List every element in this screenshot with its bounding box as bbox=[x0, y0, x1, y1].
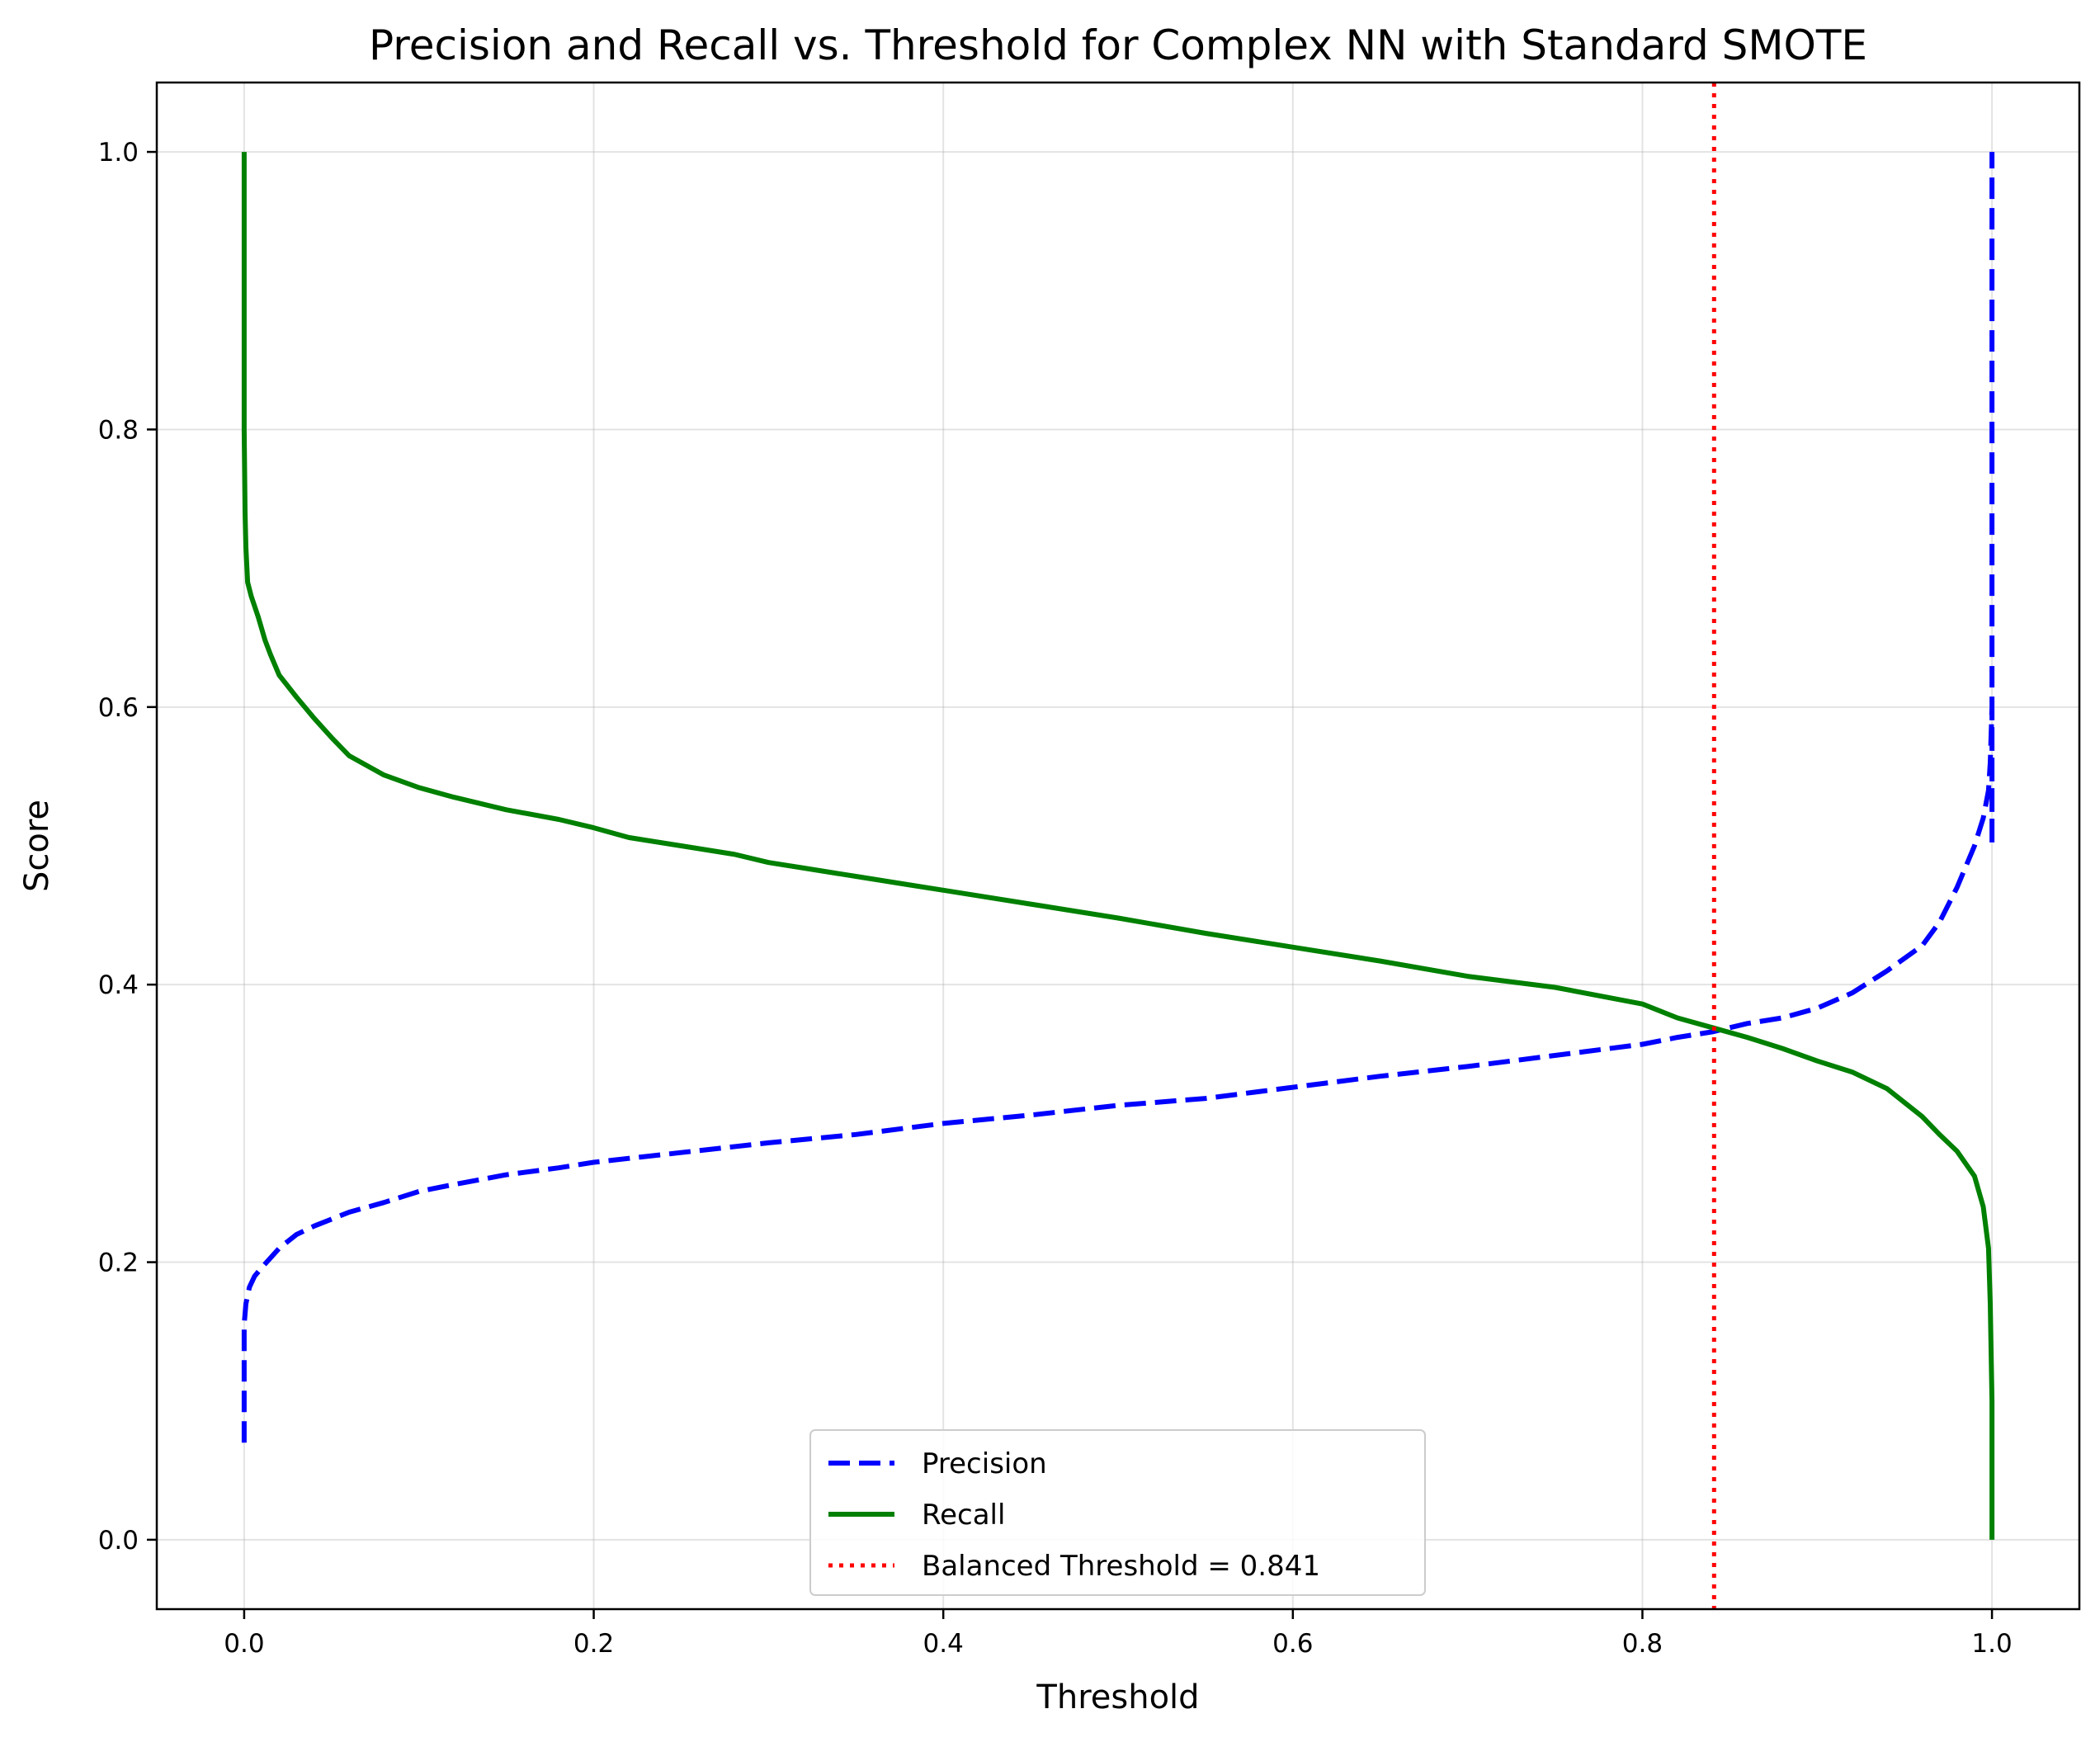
legend: Precision Recall Balanced Threshold = 0.… bbox=[809, 1429, 1426, 1596]
x-tick-label: 1.0 bbox=[1971, 1629, 2012, 1659]
tick-layer: 0.0 0.2 0.4 0.6 0.8 1.0 0.0 0.2 0.4 0.6 0.8 1.0 bbox=[98, 138, 2013, 1659]
y-tick-label: 0.4 bbox=[98, 970, 139, 1000]
legend-label-recall: Recall bbox=[922, 1499, 1005, 1532]
legend-label-precision: Precision bbox=[922, 1447, 1047, 1480]
y-tick-label: 0.2 bbox=[98, 1249, 139, 1278]
x-tick-label: 0.6 bbox=[1272, 1629, 1313, 1659]
x-tick-label: 0.2 bbox=[573, 1629, 614, 1659]
x-axis-label: Threshold bbox=[1036, 1678, 1199, 1716]
x-tick-label: 0.8 bbox=[1622, 1629, 1663, 1659]
chart-title: Precision and Recall vs. Threshold for C… bbox=[369, 21, 1867, 69]
series-recall-line bbox=[241, 152, 1995, 1540]
series-layer bbox=[241, 83, 1995, 1609]
grid-layer bbox=[157, 83, 2079, 1609]
x-tick-label: 0.4 bbox=[923, 1629, 964, 1659]
y-tick-label: 0.0 bbox=[98, 1526, 139, 1556]
x-tick-label: 0.0 bbox=[224, 1629, 264, 1659]
y-tick-label: 1.0 bbox=[98, 138, 139, 168]
y-tick-label: 0.6 bbox=[98, 693, 139, 723]
y-tick-label: 0.8 bbox=[98, 415, 139, 445]
series-precision-line bbox=[241, 152, 1995, 1443]
y-axis-label: Score bbox=[18, 800, 56, 892]
legend-box bbox=[809, 1429, 1426, 1596]
legend-label-balanced-threshold: Balanced Threshold = 0.841 bbox=[922, 1550, 1320, 1583]
plot-frame bbox=[155, 81, 2081, 1611]
